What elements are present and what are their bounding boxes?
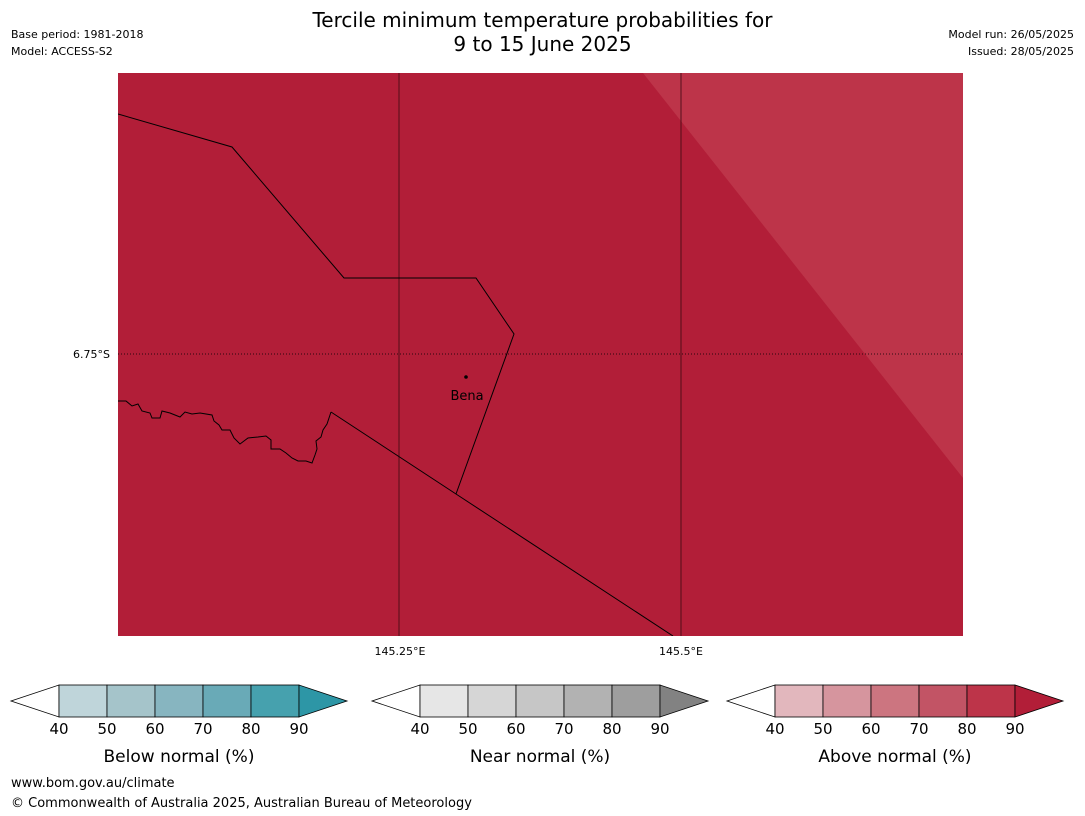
legend-under-arrow (9, 684, 60, 718)
legend-swatch (58, 684, 108, 718)
legend-tick-label: 40 (765, 720, 784, 738)
legend-swatch (154, 684, 204, 718)
latitude-label: 6.75°S (73, 348, 110, 361)
legend-tick-label: 90 (289, 720, 308, 738)
legend-swatch (419, 684, 469, 718)
footer-copyright: © Commonwealth of Australia 2025, Austra… (11, 796, 472, 811)
town-label: Bena (450, 389, 483, 404)
legend-tick-label: 50 (97, 720, 116, 738)
town-marker (464, 375, 468, 379)
legend-tick-label: 50 (813, 720, 832, 738)
legend-tick-label: 70 (193, 720, 212, 738)
legend-swatch (822, 684, 872, 718)
legend-title: Below normal (%) (104, 747, 255, 767)
legend-swatch (966, 684, 1016, 718)
legend-tick-label: 70 (909, 720, 928, 738)
longitude-label: 145.25°E (375, 645, 426, 658)
title-line-2: 9 to 15 June 2025 (453, 32, 632, 56)
legend-swatch (870, 684, 920, 718)
legend-swatch (563, 684, 613, 718)
legend-over-arrow (1014, 684, 1065, 718)
legend-swatch (467, 684, 517, 718)
base-period: Base period: 1981-2018 (11, 28, 144, 41)
legend-tick-label: 70 (554, 720, 573, 738)
title-line-1: Tercile minimum temperature probabilitie… (312, 8, 773, 32)
lower-probability-region (643, 73, 963, 478)
legend-tick-label: 40 (410, 720, 429, 738)
legend-over-arrow (298, 684, 349, 718)
legend-over-arrow (659, 684, 710, 718)
base-info: Base period: 1981-2018 Model: ACCESS-S2 (11, 26, 143, 60)
province-boundary (118, 113, 515, 495)
legend-tick-label: 40 (49, 720, 68, 738)
legend-tick-label: 90 (650, 720, 669, 738)
legend-tick-label: 80 (957, 720, 976, 738)
model-name: Model: ACCESS-S2 (11, 45, 113, 58)
legend-tick-label: 60 (506, 720, 525, 738)
legend-swatch (202, 684, 252, 718)
province-boundary (330, 411, 674, 636)
legend-tick-label: 80 (241, 720, 260, 738)
legend-swatch (918, 684, 968, 718)
legend-tick-label: 80 (602, 720, 621, 738)
longitude-label: 145.5°E (659, 645, 703, 658)
legend-swatch (611, 684, 661, 718)
legend-swatch (106, 684, 156, 718)
legend-title: Near normal (%) (470, 747, 610, 767)
issued-date: Issued: 28/05/2025 (967, 45, 1074, 58)
legend-tick-label: 60 (145, 720, 164, 738)
legend-swatch (774, 684, 824, 718)
legend-title: Above normal (%) (818, 747, 971, 767)
legend-tick-label: 60 (861, 720, 880, 738)
model-run-date: Model run: 26/05/2025 (948, 28, 1074, 41)
legend-group: 40 50 60 70 80 90 Below normal (%) 40 50 60 70 80 90… (9, 684, 1065, 767)
footer-url[interactable]: www.bom.gov.au/climate (11, 776, 175, 791)
legend-swatch (515, 684, 565, 718)
run-info: Model run: 26/05/2025 Issued: 28/05/2025 (948, 26, 1074, 60)
legend-tick-label: 50 (458, 720, 477, 738)
legend-under-arrow (370, 684, 421, 718)
legend-tick-label: 90 (1005, 720, 1024, 738)
legend-swatch (250, 684, 300, 718)
legend-under-arrow (725, 684, 776, 718)
coastline (118, 400, 332, 464)
map-title: Tercile minimum temperature probabilitie… (0, 8, 1085, 56)
